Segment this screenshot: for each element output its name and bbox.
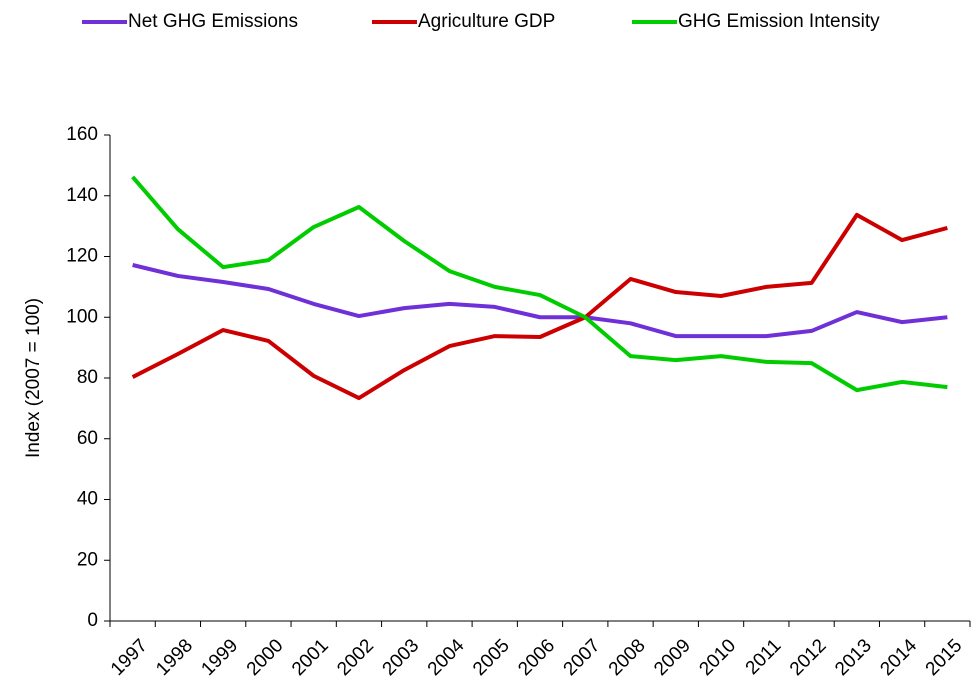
x-tick-label: 2011 xyxy=(742,635,786,679)
x-tick-label: 2015 xyxy=(922,635,967,680)
y-tick-label: 120 xyxy=(66,246,98,267)
line-series xyxy=(132,263,948,339)
y-tick-label: 20 xyxy=(77,549,98,570)
x-tick-label: 2002 xyxy=(333,635,378,680)
legend-label: Net GHG Emissions xyxy=(128,11,298,32)
y-tick-label: 100 xyxy=(66,306,98,327)
x-tick-label: 2001 xyxy=(288,635,333,680)
x-tick-label: 2007 xyxy=(560,635,605,680)
x-tick-label: 2008 xyxy=(605,635,650,680)
y-axis-label: Index (2007 = 100) xyxy=(23,298,44,458)
y-tick-label: 40 xyxy=(77,489,98,510)
line-series xyxy=(131,212,948,401)
x-tick-label: 2009 xyxy=(650,635,695,680)
x-tick-label: 2005 xyxy=(469,635,514,680)
y-tick-label: 160 xyxy=(66,124,98,145)
x-tick-label: 2013 xyxy=(831,635,876,680)
x-tick-label: 2003 xyxy=(379,635,424,680)
line-series xyxy=(131,175,948,393)
x-tick-label: 2000 xyxy=(243,635,288,680)
x-tick-label: 2004 xyxy=(424,635,469,680)
x-tick-label: 1999 xyxy=(197,635,242,680)
x-tick-label: 2010 xyxy=(695,635,740,680)
legend-label: Agriculture GDP xyxy=(418,11,555,32)
y-tick-label: 0 xyxy=(87,610,98,631)
x-tick-label: 2014 xyxy=(876,635,921,680)
x-tick-label: 2006 xyxy=(514,635,559,680)
x-tick-label: 1997 xyxy=(107,635,152,680)
y-tick-label: 140 xyxy=(66,185,98,206)
x-tick-label: 2012 xyxy=(786,635,831,680)
y-tick-label: 60 xyxy=(77,428,98,449)
x-tick-label: 1998 xyxy=(152,635,197,680)
legend-label: GHG Emission Intensity xyxy=(678,11,880,32)
y-tick-label: 80 xyxy=(77,367,98,388)
